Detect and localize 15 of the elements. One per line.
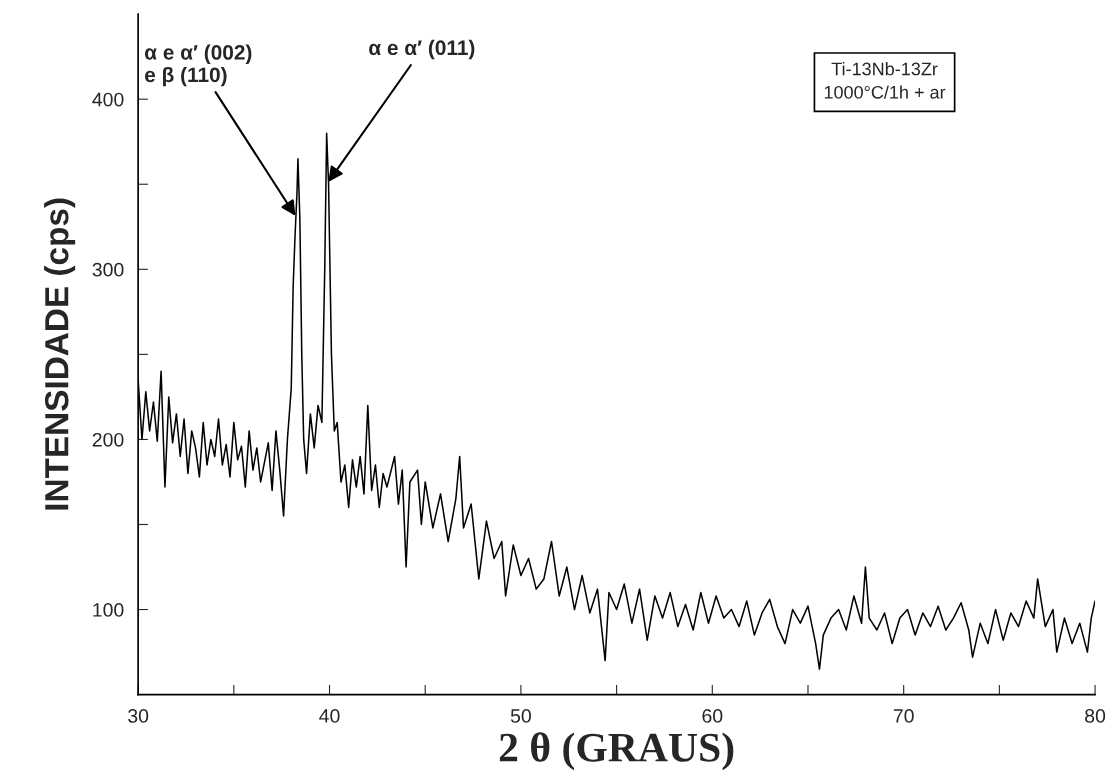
x-tick-label: 30	[128, 709, 149, 723]
x-tick-label: 50	[510, 709, 531, 723]
annotation: α e α′ (011)	[369, 39, 475, 60]
y-tick-label: 100	[93, 603, 124, 617]
x-tick-label: 80	[1085, 709, 1106, 723]
x-tick-label: 40	[319, 709, 340, 723]
y-tick-label: 200	[92, 432, 124, 447]
x-tick-label: 70	[893, 709, 914, 723]
x-tick-label: 60	[702, 709, 723, 723]
annotation: Ti-13Nb-13Zr 1000°C/1h + ar	[824, 62, 946, 99]
y-tick-label: 400	[92, 92, 124, 107]
y-axis-title: INTENSIDADE (cps)	[44, 198, 76, 510]
x-axis-title: 2 θ (GRAUS)	[499, 732, 734, 771]
annotation: α e α′ (002) e β (110)	[145, 44, 252, 87]
y-tick-label: 300	[92, 262, 124, 277]
